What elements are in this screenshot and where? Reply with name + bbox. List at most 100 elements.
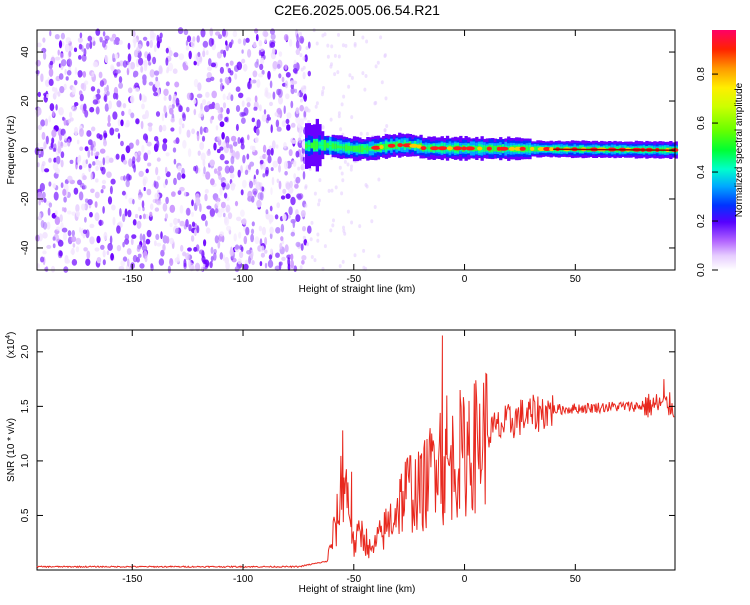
heatmap-faint-blob [361, 71, 365, 76]
heatmap-noise-blob [142, 176, 148, 184]
heatmap-noise-blob [288, 39, 293, 47]
heatmap-noise-blob [104, 55, 109, 64]
heatmap-signal-cell [382, 143, 386, 150]
heatmap-noise-blob [261, 114, 267, 122]
heatmap-noise-blob [111, 33, 117, 39]
heatmap-noise-blob [142, 213, 146, 220]
heatmap-noise-blob [114, 128, 120, 132]
heatmap-noise-blob [71, 259, 78, 266]
heatmap-noise-blob [123, 175, 126, 182]
heatmap-noise-blob [90, 172, 93, 181]
heatmap-faint-blob [353, 253, 357, 258]
heatmap-noise-blob [280, 223, 285, 233]
heatmap-noise-blob [183, 64, 189, 71]
heatmap-noise-blob [62, 116, 65, 121]
heatmap-noise-blob [130, 112, 135, 119]
snr-ylabel: SNR (10 * v/v) [6, 418, 17, 482]
heatmap-noise-blob [220, 201, 226, 209]
heatmap-noise-blob [295, 40, 300, 49]
heatmap-noise-blob [243, 235, 248, 245]
heatmap-faint-blob [337, 114, 341, 119]
heatmap-noise-blob [267, 155, 272, 164]
heatmap-faint-blob [338, 264, 342, 269]
heatmap-noise-blob [243, 263, 249, 270]
heatmap-noise-blob [254, 95, 258, 103]
heatmap-noise-blob [216, 148, 221, 154]
heatmap-noise-blob [45, 135, 49, 145]
heatmap-noise-blob [269, 80, 273, 89]
heatmap-noise-blob [250, 79, 253, 85]
snr-y-tick-label: 1.0 [20, 454, 31, 468]
heatmap-noise-blob [165, 196, 169, 205]
heatmap-faint-blob [304, 184, 308, 189]
heatmap-noise-blob [240, 165, 243, 174]
heatmap-noise-blob [278, 96, 283, 105]
heatmap-noise-blob [235, 150, 240, 160]
heatmap-noise-blob [202, 40, 209, 48]
heatmap-hot-spot [465, 146, 475, 151]
heatmap-noise-blob [202, 263, 206, 268]
heatmap-faint-blob [346, 162, 350, 167]
heatmap-signal-cell [329, 145, 333, 147]
heatmap-noise-blob [294, 183, 299, 189]
heatmap-y-tick-label: 40 [20, 46, 31, 58]
heatmap-faint-blob [310, 220, 314, 225]
heatmap-x-tick-label: 0 [462, 274, 468, 285]
heatmap-noise-blob [171, 191, 176, 197]
heatmap-noise-blob [286, 254, 292, 260]
heatmap-noise-blob [275, 144, 279, 149]
heatmap-faint-blob [314, 104, 318, 109]
heatmap-noise-blob [179, 220, 185, 227]
heatmap-noise-blob [260, 252, 265, 258]
colorbar-tick-label: 0.8 [696, 67, 707, 81]
heatmap-noise-blob [147, 150, 152, 155]
heatmap-y-ticks: -40 -20 0 20 40 [20, 46, 675, 255]
heatmap-noise-blob [191, 211, 194, 217]
heatmap-noise-blob [256, 119, 261, 129]
heatmap-noise-blob [239, 111, 245, 118]
heatmap-noise-blob [109, 235, 113, 245]
heatmap-noise-blob [128, 142, 134, 149]
heatmap-noise-blob [101, 185, 106, 190]
heatmap-noise-blob [185, 40, 189, 47]
heatmap-noise-blob [178, 53, 185, 61]
heatmap-noise-blob [146, 141, 152, 147]
heatmap-noise-blob [118, 82, 123, 89]
heatmap-noise-blob [290, 219, 296, 224]
heatmap-noise-blob [106, 84, 109, 92]
heatmap-noise-blob [251, 117, 255, 123]
heatmap-noise-blob [75, 246, 80, 253]
snr-line-layer [36, 335, 675, 569]
heatmap-noise-blob [162, 244, 166, 252]
heatmap-noise-blob [43, 51, 47, 60]
heatmap-noise-blob [254, 236, 260, 245]
heatmap-noise-blob [124, 238, 130, 245]
heatmap-signal-cell [344, 144, 349, 152]
heatmap-faint-blob [307, 108, 311, 113]
heatmap-noise-blob [219, 231, 224, 237]
heatmap-noise-blob [266, 114, 270, 119]
heatmap-noise-blob [205, 91, 210, 98]
heatmap-noise-blob [255, 181, 261, 191]
heatmap-noise-blob [127, 87, 133, 94]
heatmap-noise-blob [300, 210, 306, 218]
heatmap-faint-blob [305, 46, 309, 50]
heatmap-faint-blob [333, 53, 337, 58]
heatmap-noise-blob [189, 262, 195, 272]
heatmap-noise-blob [246, 153, 250, 160]
heatmap-noise-blob [230, 135, 237, 142]
heatmap-noise-blob [237, 169, 241, 178]
heatmap-noise-blob [122, 241, 125, 248]
heatmap-noise-blob [254, 28, 259, 34]
heatmap-noise-blob [299, 118, 305, 126]
heatmap-noise-blob [75, 237, 82, 245]
heatmap-noise-blob [107, 114, 111, 124]
heatmap-noise-blob [111, 204, 116, 211]
heatmap-noise-blob [49, 30, 52, 37]
heatmap-noise-blob [252, 188, 258, 195]
heatmap-noise-blob [108, 157, 114, 163]
heatmap-noise-blob [73, 126, 79, 136]
heatmap-noise-blob [210, 246, 214, 254]
heatmap-faint-blob [299, 53, 303, 58]
heatmap-noise-blob [60, 141, 64, 149]
